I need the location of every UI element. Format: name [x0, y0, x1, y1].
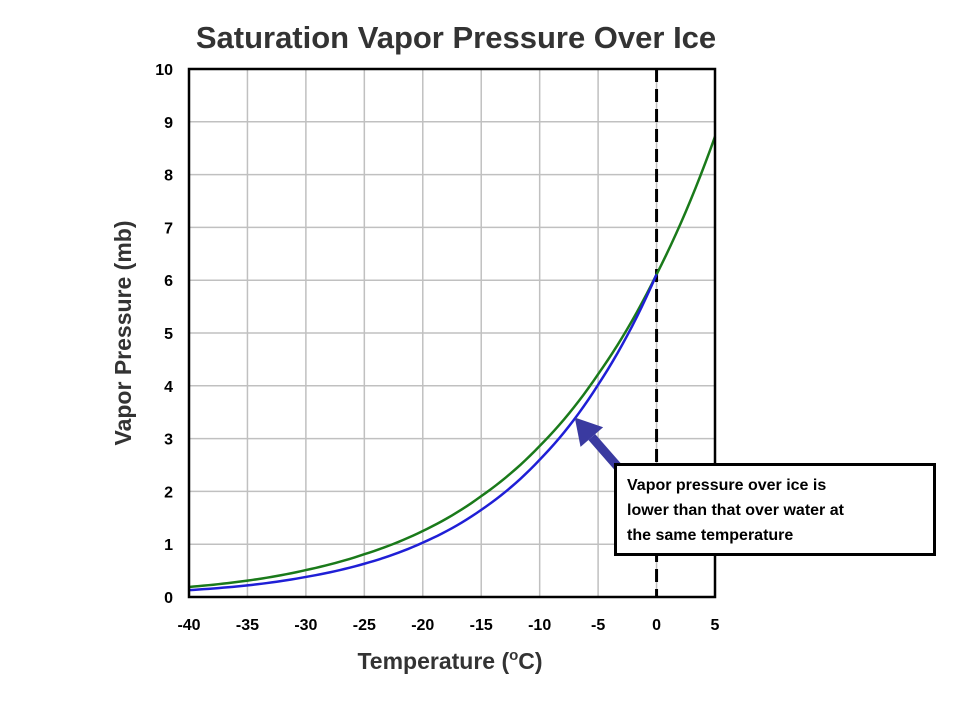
x-tick-label: -25	[353, 617, 376, 634]
chart-title: Saturation Vapor Pressure Over Ice	[196, 20, 716, 55]
x-axis-label-main: Temperature (	[357, 648, 509, 674]
y-tick-label: 6	[164, 273, 173, 290]
annotation-line-3: the same temperature	[627, 527, 794, 544]
y-tick-label: 10	[155, 62, 173, 79]
y-tick-label: 3	[164, 432, 173, 449]
x-tick-label: -35	[236, 617, 259, 634]
y-tick-label: 0	[164, 590, 173, 607]
series-layer	[188, 136, 717, 592]
x-tick-label: -5	[591, 617, 605, 634]
x-axis-label: Temperature (oC)	[357, 647, 542, 674]
y-tick-labels: 0 1 2 3 4 5 6 7 8 9 10	[155, 62, 173, 607]
series-line-ice	[188, 273, 658, 592]
annotation-line-2: lower than that over water at	[627, 502, 844, 519]
y-tick-label: 2	[164, 484, 173, 501]
x-tick-label: -10	[528, 617, 551, 634]
plot-frame	[187, 67, 717, 599]
x-tick-label: 0	[652, 617, 661, 634]
x-tick-label: -40	[177, 617, 200, 634]
y-tick-label: 9	[164, 115, 173, 132]
x-axis-label-unit: C)	[518, 648, 542, 674]
y-tick-label: 8	[164, 168, 173, 185]
arrow-shaft	[588, 434, 622, 470]
annotation-callout: Vapor pressure over ice is lower than th…	[614, 463, 936, 556]
x-tick-label: -15	[470, 617, 493, 634]
x-tick-label: -30	[294, 617, 317, 634]
y-tick-label: 7	[164, 220, 173, 237]
y-tick-label: 5	[164, 326, 173, 343]
y-tick-label: 1	[164, 537, 173, 554]
arrow-head	[574, 417, 604, 447]
y-tick-label: 4	[164, 379, 173, 396]
series-line-water	[188, 136, 717, 589]
annotation-line-1: Vapor pressure over ice is	[627, 477, 827, 494]
annotation-arrow	[574, 417, 622, 470]
x-axis-label-superscript: o	[509, 647, 518, 664]
x-tick-label: -20	[411, 617, 434, 634]
x-tick-label: 5	[711, 617, 720, 634]
y-axis-label: Vapor Pressure (mb)	[110, 221, 136, 446]
x-tick-labels: -40 -35 -30 -25 -20 -15 -10 -5 0 5	[177, 617, 719, 634]
